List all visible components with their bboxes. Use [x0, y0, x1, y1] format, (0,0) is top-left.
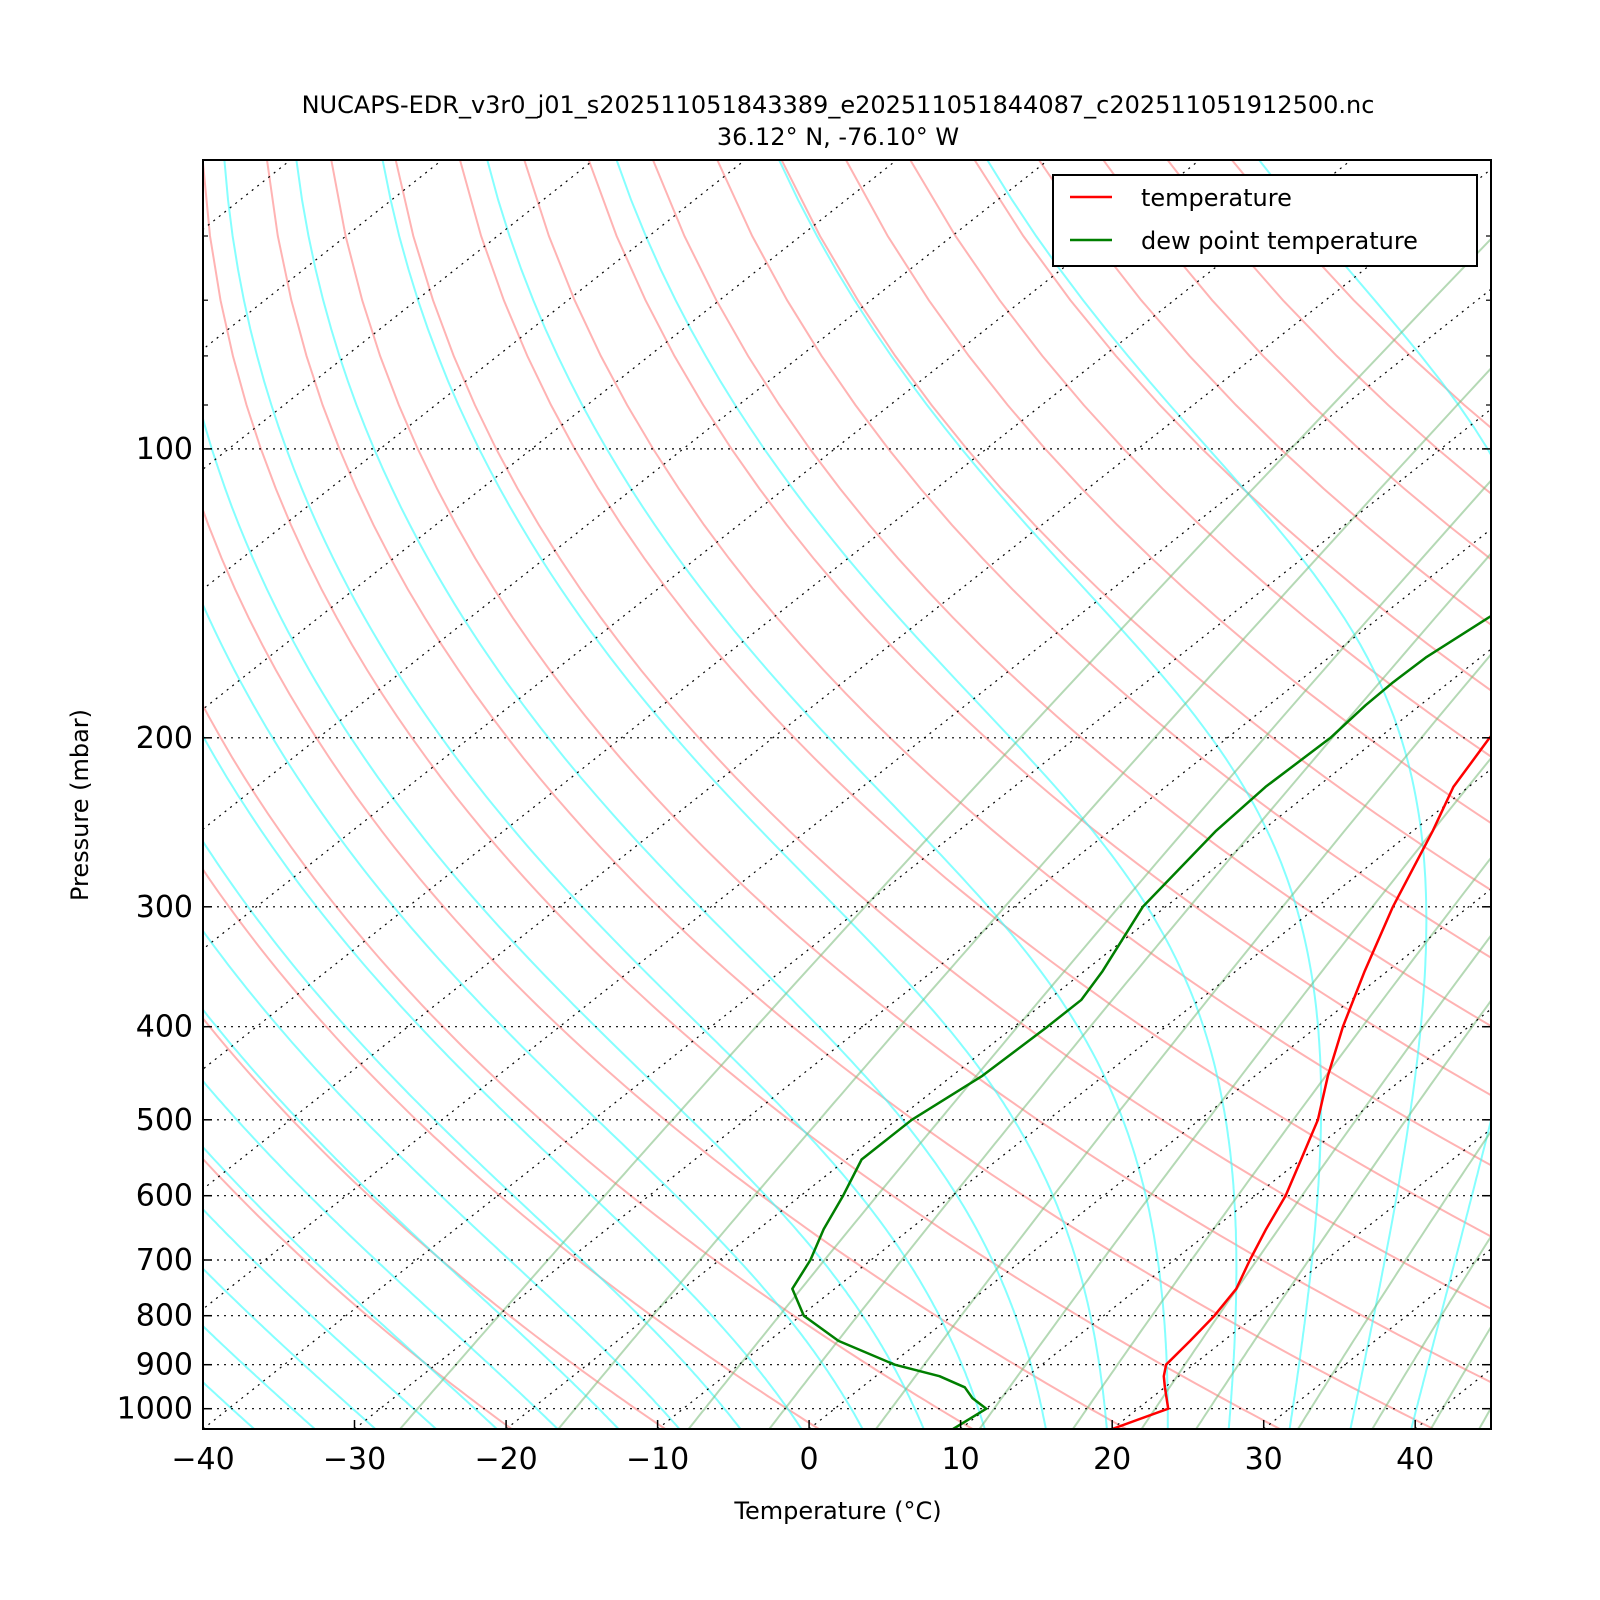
moist-adiabat	[203, 1145, 499, 1429]
dry-adiabat	[780, 160, 1491, 892]
moist-adiabats	[203, 160, 1491, 1429]
mixing-ratio-line	[687, 479, 1491, 1429]
moist-adiabat	[486, 160, 1169, 1429]
dry-adiabat	[203, 507, 1129, 1429]
moist-adiabat	[203, 1207, 438, 1429]
x-tick-label: −40	[171, 1442, 234, 1477]
mixing-ratio-line	[978, 756, 1491, 1429]
mixing-ratio-line	[398, 237, 1491, 1429]
y-tick-label: 500	[136, 1103, 193, 1138]
x-tick-label: 20	[1093, 1442, 1131, 1477]
x-tick-label: −10	[626, 1442, 689, 1477]
y-axis-label: Pressure (mbar)	[66, 709, 94, 901]
isotherm-gridline	[203, 160, 1352, 1070]
axis-ticks: −40 −30 −20 −10 0 10 20 30 40 1000 900 800 700 600 500…	[117, 235, 1491, 1477]
mixing-ratio-line	[1371, 1234, 1491, 1429]
y-tick-label: 600	[136, 1179, 193, 1214]
dry-adiabat	[203, 1016, 667, 1429]
y-tick-label: 100	[136, 432, 193, 467]
dry-adiabat	[716, 160, 1491, 959]
isotherm-gridline	[203, 160, 1200, 950]
dry-adiabat	[458, 160, 1491, 1238]
moist-adiabat	[615, 160, 1238, 1429]
dry-adiabat	[651, 160, 1491, 1028]
moist-adiabat	[203, 1008, 620, 1429]
chart-title: NUCAPS-EDR_v3r0_j01_s202511051843389_e20…	[302, 91, 1375, 119]
isotherm-gridline	[354, 528, 1491, 1429]
moist-adiabat	[381, 160, 1108, 1429]
legend-temperature-label: temperature	[1141, 184, 1292, 212]
x-axis-label: Temperature (°C)	[733, 1497, 941, 1525]
mixing-ratio-line	[1140, 933, 1491, 1429]
moist-adiabat	[203, 1324, 317, 1429]
chart-subtitle: 36.12° N, -76.10° W	[717, 123, 959, 151]
mixing-ratio-line	[768, 552, 1491, 1429]
y-tick-label: 200	[136, 721, 193, 756]
y-tick-label: 900	[136, 1348, 193, 1383]
moist-adiabat	[203, 734, 803, 1429]
moist-adiabat	[203, 415, 925, 1429]
moist-adiabat	[203, 1267, 377, 1429]
x-tick-label: 10	[942, 1442, 980, 1477]
plot-frame	[202, 159, 1492, 1430]
isotherm-gridlines	[203, 160, 1491, 1429]
moist-adiabat	[203, 839, 742, 1429]
moist-adiabat	[986, 160, 1428, 1429]
dry-adiabat	[330, 160, 1491, 1384]
plot-area	[203, 160, 1491, 1429]
isotherm-gridline	[203, 168, 1491, 1190]
mixing-ratio-line	[1194, 998, 1491, 1429]
mixing-ratio-line	[1071, 856, 1491, 1429]
isobar-gridlines	[203, 448, 1491, 1410]
dewpoint-line	[791, 614, 1491, 1429]
dry-adiabat	[844, 160, 1491, 825]
isotherm-gridline	[505, 648, 1491, 1429]
mixing-ratio-line	[557, 366, 1491, 1429]
isotherm-gridline	[203, 408, 1491, 1429]
moist-adiabat	[203, 1079, 560, 1429]
isotherm-gridline	[657, 768, 1491, 1429]
moist-adiabat	[223, 160, 986, 1429]
y-tick-label: 300	[136, 890, 193, 925]
x-tick-label: 40	[1396, 1442, 1434, 1477]
isotherm-gridline	[203, 160, 1049, 830]
dry-adiabat	[587, 160, 1491, 1097]
y-tick-label: 400	[136, 1010, 193, 1045]
mixing-ratio-line	[1429, 1324, 1491, 1429]
moist-adiabat	[778, 160, 1323, 1429]
moist-adiabat	[203, 602, 864, 1429]
legend: temperature dew point temperature	[1052, 174, 1478, 267]
mixing-ratio-line	[874, 652, 1491, 1429]
mixing-ratio-line	[1296, 1129, 1491, 1429]
y-tick-label: 800	[136, 1299, 193, 1334]
dry-adiabats	[203, 160, 1491, 1429]
dry-adiabat	[203, 160, 1283, 1429]
legend-dewpoint-label: dew point temperature	[1141, 227, 1418, 255]
x-tick-label: −30	[323, 1442, 386, 1477]
x-tick-label: 30	[1245, 1442, 1283, 1477]
dry-adiabat	[203, 703, 975, 1429]
x-tick-label: −20	[474, 1442, 537, 1477]
x-tick-label: 0	[800, 1442, 819, 1477]
data-series	[791, 614, 1491, 1429]
dry-adiabat	[394, 160, 1491, 1310]
isotherm-gridline	[203, 288, 1491, 1310]
y-tick-label: 1000	[117, 1392, 193, 1427]
legend-box	[1052, 174, 1478, 267]
temperature-line	[1111, 734, 1491, 1429]
dry-adiabat	[203, 867, 821, 1429]
moist-adiabat	[1257, 160, 1491, 1429]
y-tick-label: 700	[136, 1243, 193, 1278]
mixing-ratio-lines	[398, 237, 1491, 1429]
